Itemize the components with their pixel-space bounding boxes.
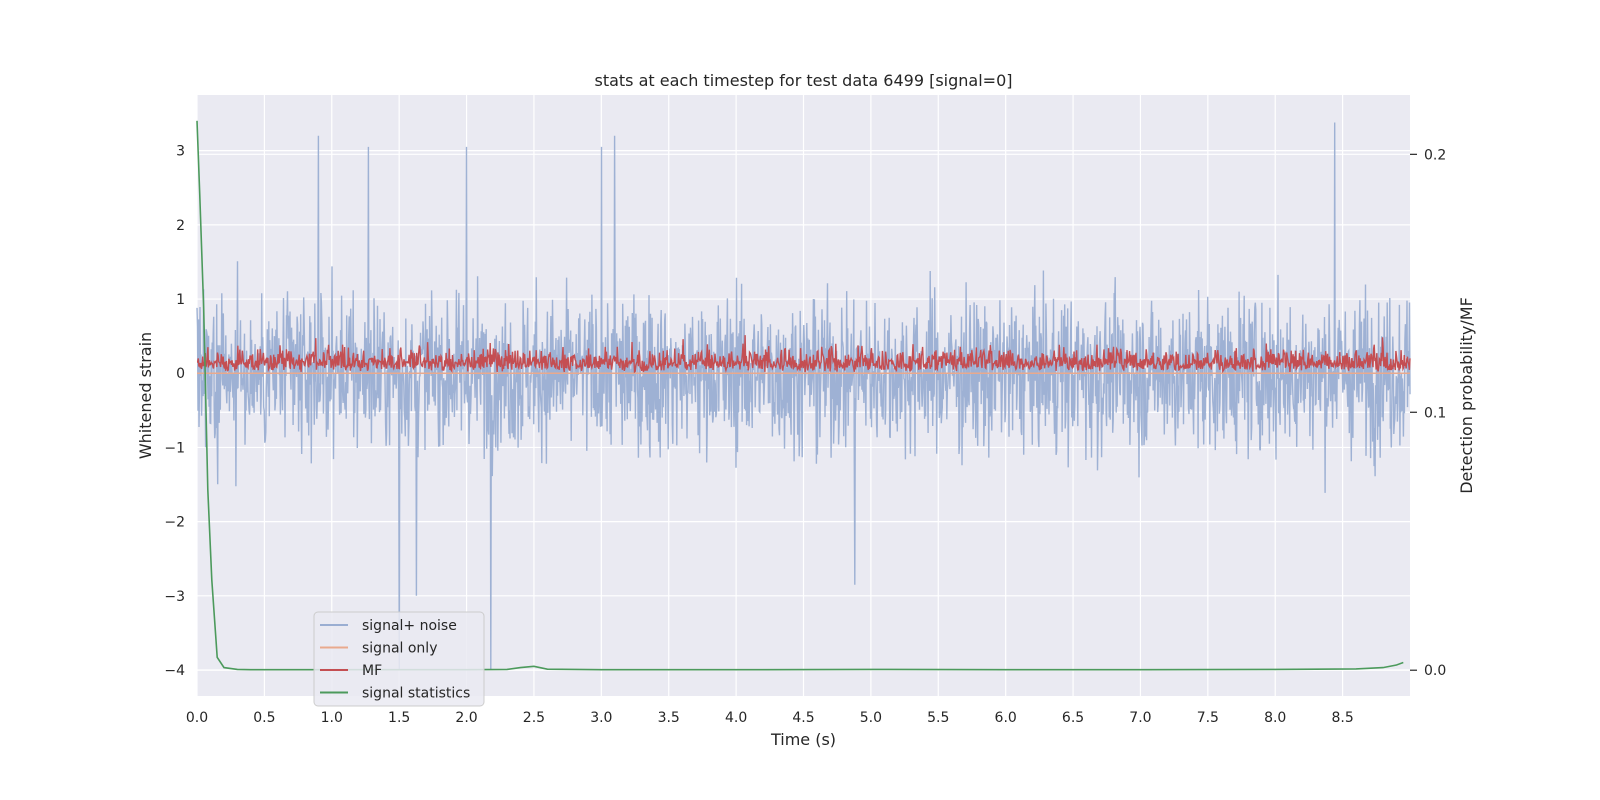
chart-title: stats at each timestep for test data 649… — [594, 71, 1012, 90]
y-tick-label: −1 — [164, 440, 185, 456]
y-tick-label: 0 — [176, 366, 185, 382]
series-signal-statistics — [196, 120, 1404, 671]
x-tick-label: 6.5 — [1062, 710, 1084, 726]
x-tick-label: 0.0 — [186, 710, 208, 726]
legend-label: MF — [362, 663, 382, 679]
x-tick-label: 2.0 — [455, 710, 477, 726]
x-axis-label: Time (s) — [770, 730, 836, 749]
x-tick-label: 7.0 — [1129, 710, 1151, 726]
x-tick-label: 4.0 — [725, 710, 747, 726]
x-tick-label: 8.0 — [1264, 710, 1286, 726]
series-mf — [196, 335, 1411, 374]
right-tick-label: 0.0 — [1424, 663, 1446, 679]
x-tick-label: 3.5 — [658, 710, 680, 726]
x-axis-ticks: 0.0 0.5 1.0 1.5 2.0 2.5 3.0 3.5 4.0 4.5 5.0 5.5 6.0 6… — [186, 710, 1354, 726]
x-tick-label: 7.5 — [1197, 710, 1219, 726]
x-tick-label: 3.0 — [590, 710, 612, 726]
x-tick-label: 5.5 — [927, 710, 949, 726]
legend: signal+ noise signal only MF signal statist… — [313, 611, 485, 707]
right-axis-label: Detection probability/MF — [1457, 297, 1476, 494]
y-tick-label: −3 — [164, 589, 185, 605]
y-axis-ticks: 3 2 1 0 −1 −2 −3 −4 — [164, 144, 185, 679]
legend-label: signal only — [362, 641, 437, 657]
x-tick-label: 1.5 — [388, 710, 410, 726]
legend-label: signal+ noise — [362, 618, 457, 634]
legend-box — [313, 611, 485, 707]
y-tick-label: 2 — [176, 218, 185, 234]
x-tick-label: 5.0 — [860, 710, 882, 726]
signal-statistics-line — [196, 120, 1404, 671]
y-tick-label: 1 — [176, 292, 185, 308]
right-tick-label: 0.2 — [1424, 147, 1446, 163]
y-tick-label: −4 — [164, 663, 185, 679]
x-tick-label: 6.0 — [995, 710, 1017, 726]
x-tick-label: 2.5 — [523, 710, 545, 726]
x-tick-label: 0.5 — [253, 710, 275, 726]
y-tick-label: 3 — [176, 144, 185, 160]
x-tick-label: 8.5 — [1331, 710, 1353, 726]
y-axis-label: Whitened strain — [136, 332, 155, 459]
legend-label: signal statistics — [362, 686, 470, 702]
mf-line — [196, 335, 1411, 374]
x-tick-label: 4.5 — [792, 710, 814, 726]
x-tick-label: 1.0 — [321, 710, 343, 726]
right-tick-label: 0.1 — [1424, 405, 1446, 421]
y-tick-label: −2 — [164, 515, 185, 531]
right-axis-ticks: 0.2 0.1 0.0 — [1410, 147, 1446, 679]
